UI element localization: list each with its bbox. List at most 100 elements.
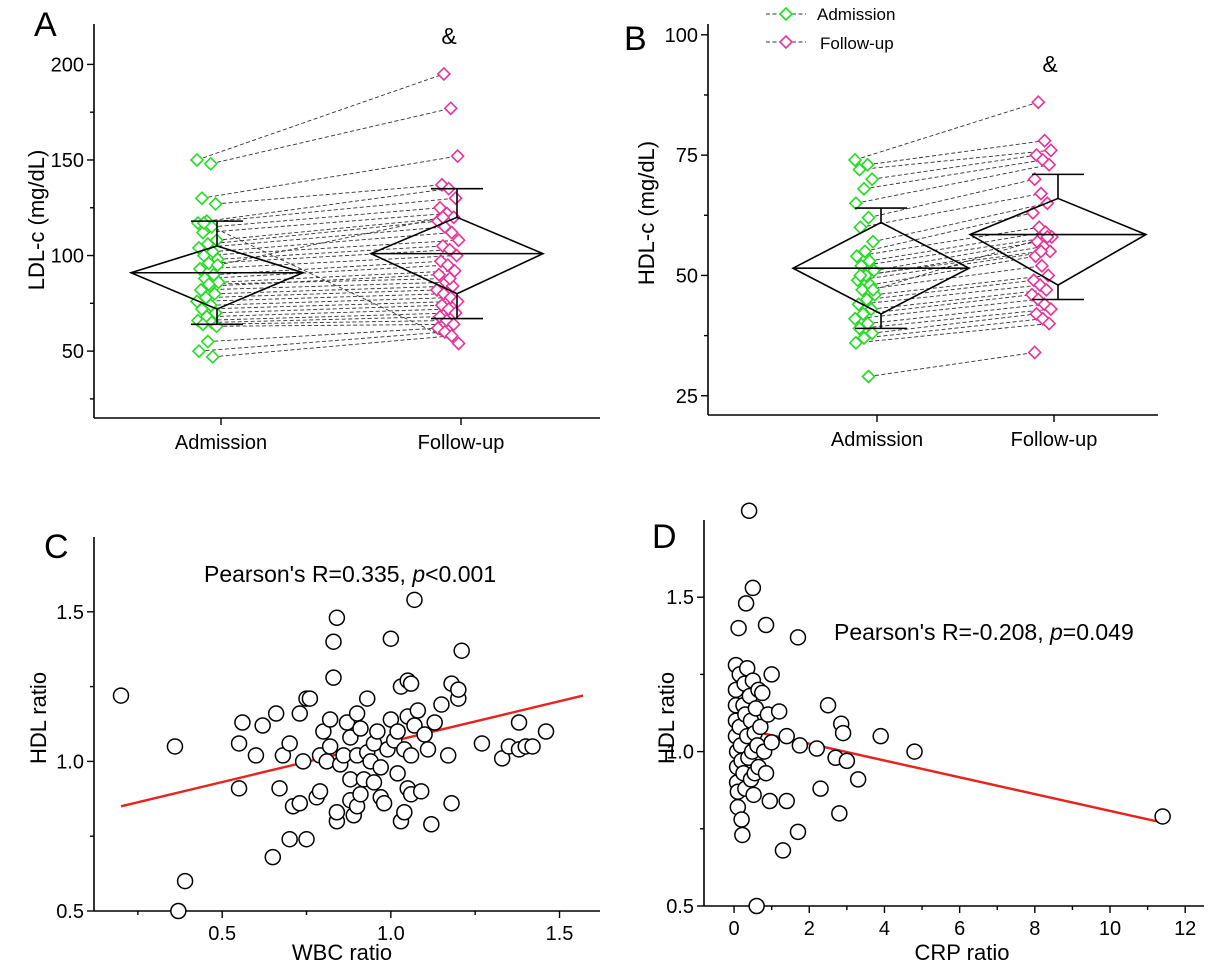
b-paired-line bbox=[873, 241, 1038, 272]
c-data-point bbox=[537, 723, 555, 740]
d-data-point bbox=[770, 703, 788, 720]
b-paired-line bbox=[854, 299, 1039, 320]
a-paired-line bbox=[196, 73, 445, 161]
a-paired-line bbox=[211, 207, 440, 228]
d-x-tick-label: 8 bbox=[1029, 918, 1040, 940]
b-admission-point bbox=[856, 181, 872, 196]
c-data-point bbox=[328, 609, 346, 627]
d-data-point bbox=[774, 842, 792, 859]
a-paired-line bbox=[198, 226, 445, 249]
a-admission-point bbox=[194, 191, 210, 206]
panel-b-letter: B bbox=[624, 20, 647, 58]
d-data-point bbox=[763, 666, 780, 683]
panel-a-y-axis-label: LDL-c (mg/dL) bbox=[24, 150, 49, 291]
a-paired-line bbox=[197, 312, 456, 321]
c-x-tick-label: 1.5 bbox=[546, 923, 574, 945]
c-data-point bbox=[281, 735, 298, 752]
a-paired-line bbox=[215, 184, 442, 205]
d-data-point bbox=[906, 743, 923, 760]
d-data-point bbox=[752, 718, 769, 736]
b-paired-line bbox=[869, 231, 1046, 262]
b-paired-line bbox=[874, 274, 1049, 296]
c-x-tick-label: 1.0 bbox=[377, 923, 405, 945]
c-data-point bbox=[406, 591, 423, 609]
c-data-point bbox=[281, 830, 298, 848]
b-admission-point bbox=[847, 152, 863, 168]
c-data-point bbox=[365, 774, 383, 791]
c-data-point bbox=[112, 687, 130, 704]
a-paired-line bbox=[212, 335, 452, 358]
c-data-point bbox=[375, 795, 393, 812]
c-data-point bbox=[328, 804, 346, 821]
a-paired-line bbox=[203, 222, 459, 344]
panel-c-letter: C bbox=[44, 528, 69, 566]
b-admission-point bbox=[848, 196, 864, 211]
c-data-point bbox=[369, 723, 386, 740]
d-data-point bbox=[812, 780, 829, 797]
b-follow-up-point bbox=[1043, 301, 1059, 317]
b-paired-line bbox=[866, 279, 1034, 300]
c-data-point bbox=[510, 714, 528, 731]
c-y-tick-label: 1.0 bbox=[56, 751, 84, 773]
a-admission-point bbox=[189, 152, 205, 168]
b-paired-line bbox=[872, 202, 1048, 243]
b-paired-line bbox=[858, 284, 1041, 305]
a-admission-point bbox=[200, 334, 215, 349]
b-admission-point bbox=[865, 234, 881, 249]
b-followup-mean-diamond bbox=[968, 197, 1148, 286]
b-y-tick-label: 75 bbox=[676, 145, 698, 167]
a-paired-line bbox=[210, 107, 451, 165]
a-paired-line bbox=[197, 197, 456, 224]
c-data-point bbox=[426, 714, 443, 731]
d-data-point bbox=[754, 684, 771, 702]
panel-d-y-axis-label: HDL ratio bbox=[654, 672, 679, 764]
a-paired-line bbox=[213, 260, 441, 276]
b-paired-line bbox=[868, 178, 1035, 219]
c-data-point bbox=[396, 804, 413, 821]
c-data-point bbox=[291, 795, 309, 812]
b-paired-line bbox=[867, 140, 1045, 166]
a-y-tick-label: 100 bbox=[51, 246, 84, 268]
a-paired-line bbox=[210, 297, 451, 306]
a-follow-up-point bbox=[442, 271, 457, 286]
b-paired-line bbox=[856, 226, 1040, 257]
a-follow-up-point bbox=[451, 233, 466, 248]
d-x-tick-label: 12 bbox=[1174, 918, 1196, 940]
d-x-tick-label: 4 bbox=[879, 918, 890, 940]
a-paired-line bbox=[208, 278, 450, 285]
a-paired-line bbox=[204, 264, 448, 279]
c-data-point bbox=[352, 786, 369, 803]
c-data-point bbox=[321, 711, 339, 728]
c-data-point bbox=[453, 642, 470, 659]
a-admission-point bbox=[192, 261, 208, 277]
d-data-point bbox=[789, 823, 807, 841]
panel-b-category-label-follow-up: Follow-up bbox=[1011, 429, 1098, 451]
panel-c-annotation-p-value: <0.001 bbox=[425, 561, 496, 587]
a-follow-up-point bbox=[450, 149, 465, 164]
panel-d-annotation-p-value: =0.049 bbox=[1063, 619, 1134, 645]
c-data-point bbox=[247, 747, 265, 764]
b-admission-point bbox=[848, 335, 864, 350]
a-paired-line bbox=[201, 155, 458, 199]
b-y-tick-label: 100 bbox=[665, 25, 698, 47]
d-data-point bbox=[808, 740, 826, 757]
b-paired-line bbox=[859, 308, 1051, 329]
legend-admission-swatch bbox=[766, 6, 806, 22]
c-data-point bbox=[419, 741, 437, 758]
a-admission-point bbox=[203, 156, 218, 171]
c-data-point bbox=[352, 720, 369, 737]
c-data-point bbox=[170, 902, 187, 920]
b-follow-up-point bbox=[1039, 282, 1054, 298]
b-paired-line bbox=[865, 246, 1044, 276]
c-data-point bbox=[389, 765, 406, 782]
panel-b-significance-mark: & bbox=[1042, 51, 1057, 77]
legend-swatch-diamond bbox=[778, 6, 794, 22]
a-paired-line bbox=[212, 232, 452, 253]
c-data-point bbox=[473, 735, 491, 752]
panel-c-y-axis-label: HDL ratio bbox=[26, 672, 51, 764]
d-data-point bbox=[740, 502, 758, 519]
b-follow-up-point bbox=[1027, 172, 1042, 187]
c-data-point bbox=[301, 690, 319, 707]
panel-d-annotation-text: Pearson's R=-0.208, bbox=[834, 619, 1050, 645]
c-data-point bbox=[382, 630, 400, 647]
